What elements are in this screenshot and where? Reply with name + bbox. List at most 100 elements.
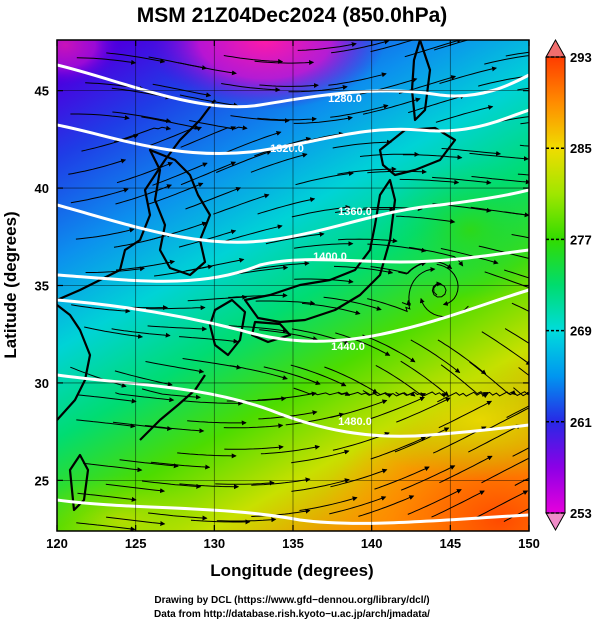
map-panel: 1280.0 1320.0 1360.0 1400.0 1440.0 1480.0 120… xyxy=(35,39,540,551)
streamline xyxy=(112,421,173,431)
streamline xyxy=(511,234,529,239)
streamline xyxy=(216,150,272,173)
streamline xyxy=(375,364,427,398)
streamline xyxy=(408,94,466,114)
streamline xyxy=(152,83,212,98)
x-tick-label: 130 xyxy=(203,536,225,551)
colorbar-body xyxy=(545,56,566,514)
streamline xyxy=(224,444,284,450)
height-contour xyxy=(57,373,529,438)
china-coast-south xyxy=(57,304,92,421)
streamline xyxy=(105,483,166,494)
streamline xyxy=(150,461,211,470)
y-axis-label: Latitude (degrees) xyxy=(1,211,20,358)
streamline xyxy=(374,466,430,490)
x-tick-label: 140 xyxy=(361,536,383,551)
colorbar: 253 261 269 277 285 293 xyxy=(545,38,592,532)
x-tick-label: 135 xyxy=(282,536,304,551)
x-axis-label: Longitude (degrees) xyxy=(210,561,373,580)
streamline xyxy=(295,171,354,186)
x-tick-label: 150 xyxy=(518,536,540,551)
streamline xyxy=(111,328,171,338)
height-contour xyxy=(57,188,529,244)
streamline xyxy=(407,489,462,515)
streamline xyxy=(436,263,459,306)
streamline xyxy=(367,243,427,253)
streamline xyxy=(362,97,421,115)
streamline xyxy=(335,206,395,213)
colorbar-bottom-arrow xyxy=(545,512,566,532)
streamline xyxy=(265,231,325,245)
streamline xyxy=(437,391,489,403)
streamline xyxy=(141,480,202,489)
streamline xyxy=(517,87,529,91)
streamline xyxy=(229,365,288,380)
contour-label: 1400.0 xyxy=(313,251,347,263)
colorbar-tick-label: 285 xyxy=(570,141,592,156)
streamline xyxy=(180,126,237,148)
streamline xyxy=(115,184,172,205)
streamline xyxy=(399,178,460,185)
streamline xyxy=(75,227,135,240)
streamline xyxy=(76,419,136,429)
streamline xyxy=(178,62,237,76)
streamline xyxy=(291,478,350,492)
streamline xyxy=(70,187,129,204)
y-tick-label: 30 xyxy=(35,376,49,391)
streamline xyxy=(177,452,237,459)
streamline xyxy=(112,111,172,124)
streamline xyxy=(481,455,529,484)
streamline xyxy=(299,496,358,511)
streamline xyxy=(301,302,361,316)
contour-label: 1280.0 xyxy=(328,93,362,105)
streamline xyxy=(475,490,529,519)
contour-label: 1320.0 xyxy=(270,143,304,155)
colorbar-tick-label: 253 xyxy=(570,506,592,521)
y-tick-label: 25 xyxy=(35,473,49,488)
streamline xyxy=(70,366,127,388)
streamline xyxy=(468,424,522,453)
streamline xyxy=(225,131,282,154)
colorbar-tick-label: 261 xyxy=(570,415,592,430)
streamline xyxy=(213,193,270,215)
streamline xyxy=(324,366,378,394)
y-tick-label: 35 xyxy=(35,279,49,294)
streamline xyxy=(439,66,498,84)
streamline xyxy=(180,161,237,186)
streamline xyxy=(518,367,529,377)
streamline xyxy=(505,51,529,57)
streamline xyxy=(337,166,397,175)
streamline xyxy=(77,394,137,404)
streamline xyxy=(481,391,529,397)
streamline xyxy=(404,40,462,58)
geopotential-height-contours: 1280.0 1320.0 1360.0 1400.0 1440.0 1480.0 xyxy=(57,63,529,525)
x-tick-label: 145 xyxy=(439,536,461,551)
colorbar-tick-label: 269 xyxy=(570,324,592,339)
streamline xyxy=(223,423,284,429)
streamline xyxy=(513,387,529,397)
honshu-coast xyxy=(243,178,397,324)
streamline xyxy=(179,94,239,108)
streamline xyxy=(293,115,353,124)
streamline xyxy=(84,326,144,339)
streamline xyxy=(76,57,137,65)
streamline xyxy=(370,261,427,274)
streamline xyxy=(83,462,143,473)
streamline xyxy=(148,512,208,521)
streamline xyxy=(484,271,529,289)
streamline xyxy=(147,325,208,332)
streamline xyxy=(294,241,354,249)
streamline xyxy=(297,42,357,51)
streamline xyxy=(250,261,310,271)
streamline xyxy=(215,480,275,486)
streamline xyxy=(439,455,493,484)
streamline xyxy=(263,366,321,385)
streamline xyxy=(410,339,461,374)
lat-lon-grid xyxy=(57,40,529,531)
streamline xyxy=(401,267,436,307)
streamline xyxy=(329,496,387,515)
streamline xyxy=(260,444,321,455)
streamline xyxy=(259,83,319,88)
streamline xyxy=(517,173,529,176)
streamline xyxy=(255,300,316,306)
